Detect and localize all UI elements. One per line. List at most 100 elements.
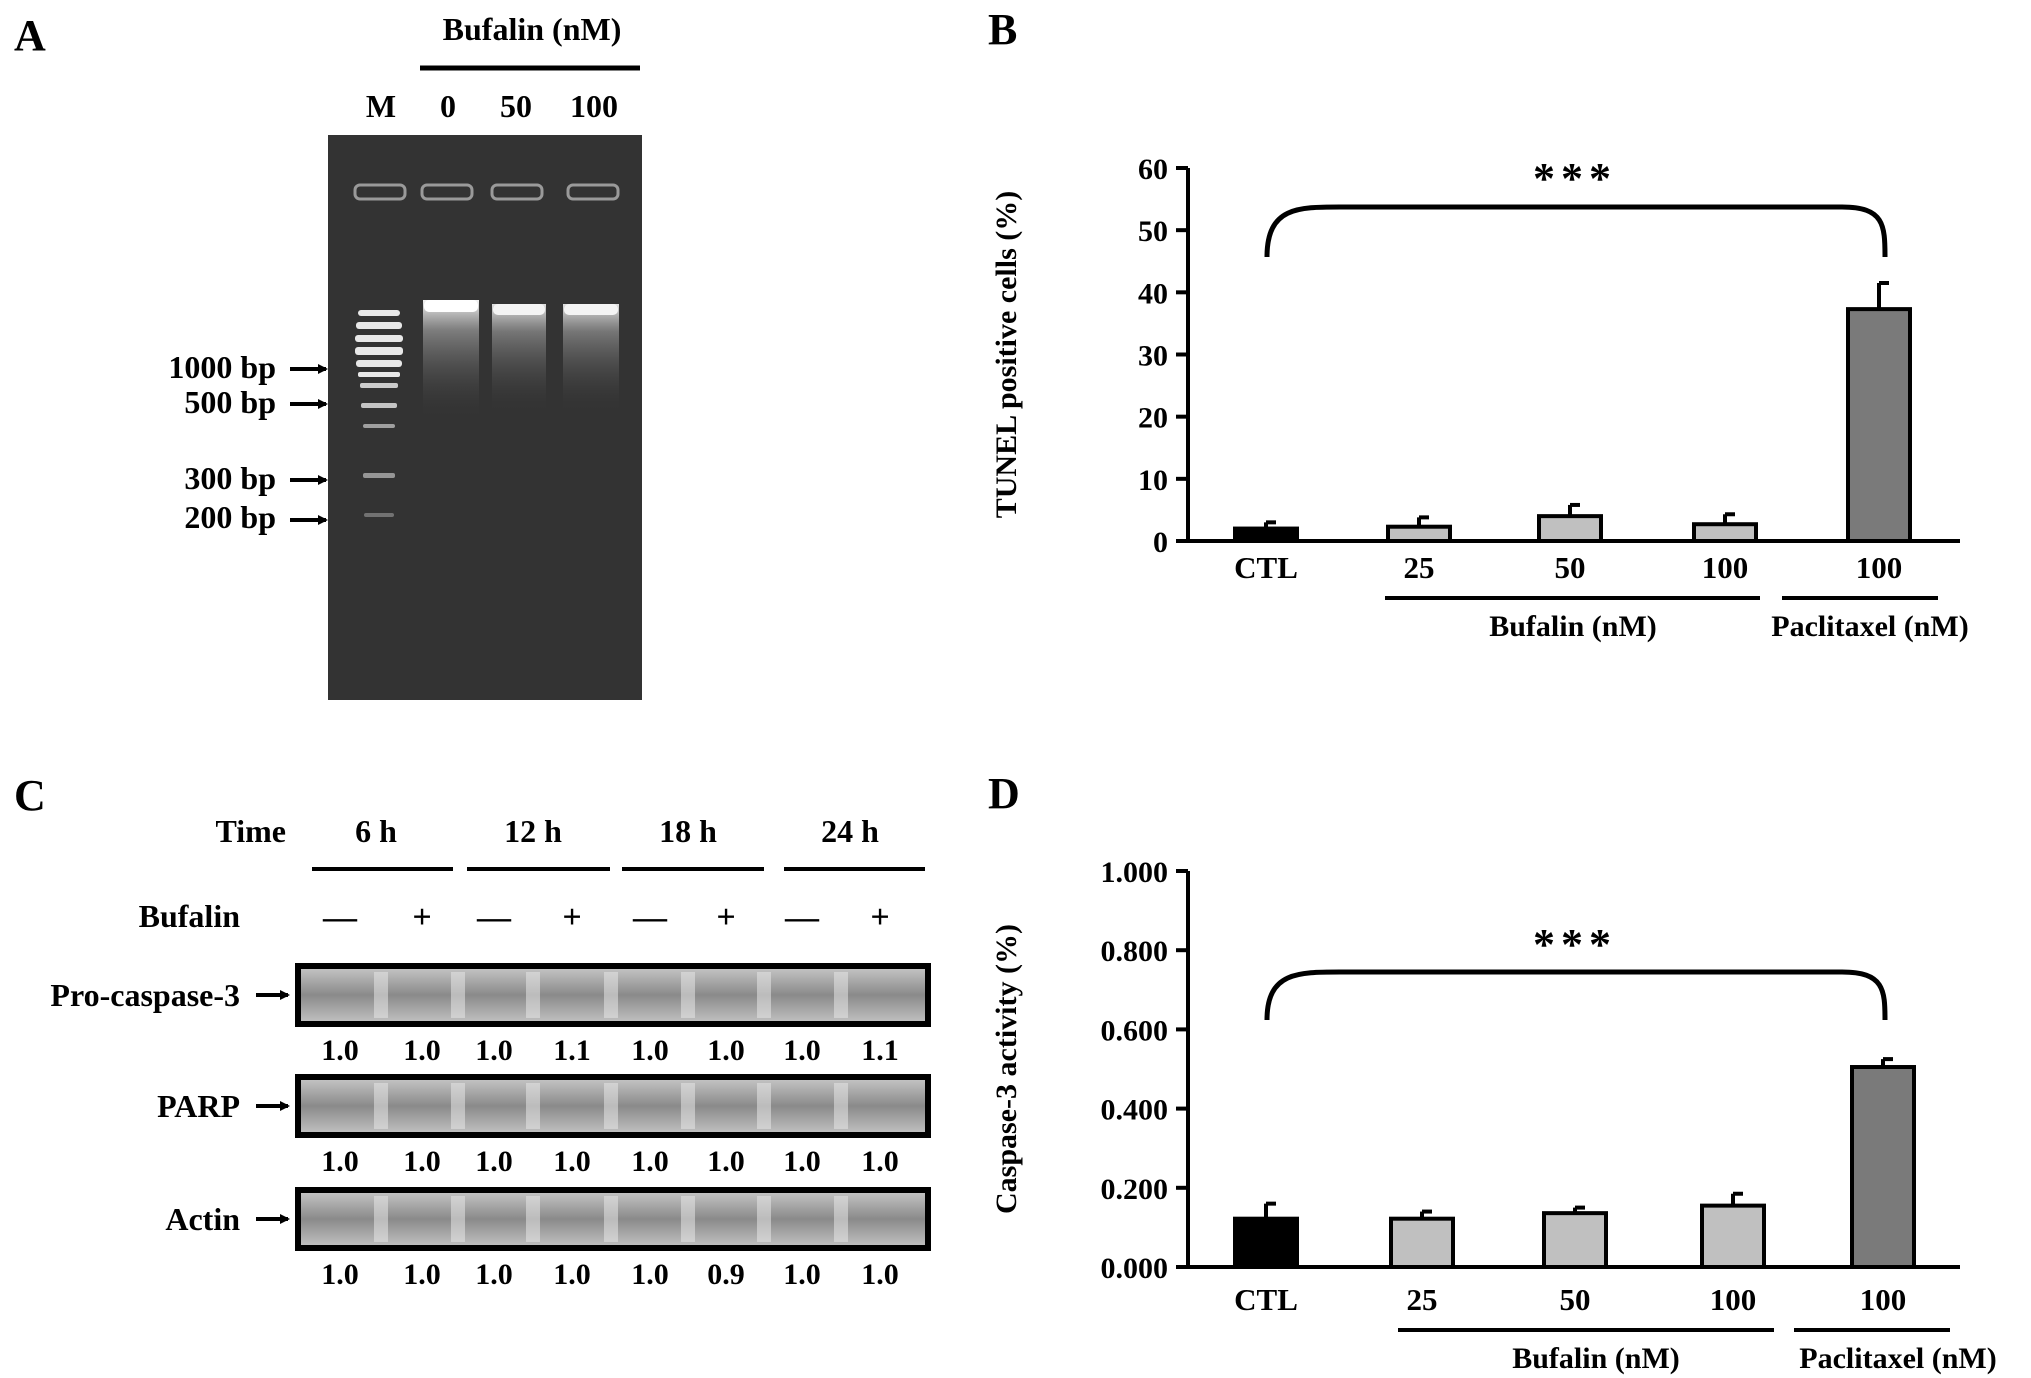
- gel-background: [328, 135, 642, 700]
- lane-gap: [604, 1083, 618, 1129]
- marker-ladder: [355, 310, 403, 517]
- gel-well: [566, 183, 620, 201]
- lane-gap: [451, 1083, 465, 1129]
- band-density-value: 1.0: [403, 1258, 441, 1291]
- band-density-value: 1.0: [403, 1034, 441, 1067]
- panel-letter-d: D: [988, 769, 1020, 818]
- plus-sign: +: [870, 899, 889, 936]
- lane-gap: [834, 1083, 848, 1129]
- plus-sign: +: [716, 899, 735, 936]
- minus-sign: —: [784, 899, 820, 936]
- lane-gap: [451, 1196, 465, 1242]
- gel-band: [493, 304, 545, 315]
- y-tick-label: 10: [1138, 464, 1168, 497]
- band-density-value: 0.9: [707, 1258, 745, 1291]
- bar-2: [1537, 514, 1603, 544]
- y-tick-label: 0.200: [1101, 1173, 1169, 1206]
- category-label: CTL: [1234, 1282, 1298, 1317]
- y-tick-label: 0: [1153, 526, 1168, 559]
- paclitaxel-group-label-b: Paclitaxel (nM): [1771, 610, 1968, 643]
- significance-bracket-d: [1264, 969, 1888, 1021]
- band-density-value: 1.0: [783, 1258, 821, 1291]
- plus-sign: +: [562, 899, 581, 936]
- lane-gap: [526, 1083, 540, 1129]
- bar-4: [1850, 1065, 1916, 1270]
- significance-bracket-b: [1264, 204, 1888, 258]
- gel-smear: [492, 304, 546, 414]
- blot-label: Pro-caspase-3: [50, 977, 240, 1013]
- marker-label-300: 300 bp: [184, 460, 276, 496]
- y-axis-label: Caspase-3 activity (%): [990, 924, 1023, 1214]
- bar-3: [1692, 522, 1758, 544]
- lane-gap: [757, 1083, 771, 1129]
- marker-label-200: 200 bp: [184, 499, 276, 535]
- band-density-value: 1.0: [631, 1258, 669, 1291]
- band-density-value: 1.0: [783, 1145, 821, 1178]
- panel-c: C Time 6 h 12 h 18 h 24 h Bufalin — + — + — +…: [14, 771, 931, 1291]
- lane-gap: [681, 1083, 695, 1129]
- gel-well: [353, 183, 407, 201]
- category-label: 100: [1702, 550, 1749, 585]
- treatment-signs: — + — + — + — +: [322, 899, 890, 936]
- lane-gap: [681, 972, 695, 1018]
- minus-sign: —: [632, 899, 668, 936]
- band-density-value: 1.0: [861, 1145, 899, 1178]
- bufalin-group-label-b: Bufalin (nM): [1489, 610, 1657, 643]
- bar-3: [1700, 1203, 1766, 1269]
- category-label: CTL: [1234, 550, 1298, 585]
- lane-gap: [451, 972, 465, 1018]
- panel-letter-c: C: [14, 771, 46, 820]
- y-tick-label: 0.000: [1101, 1252, 1169, 1285]
- category-label: 100: [1860, 1282, 1907, 1317]
- band-density-value: 1.0: [321, 1034, 359, 1067]
- panel-b: B 0 10 20 30 40 50 60 TUNEL positive cells (%) C…: [988, 5, 1969, 643]
- band-density-value: 1.0: [553, 1258, 591, 1291]
- minus-sign: —: [476, 899, 512, 936]
- category-label: 25: [1404, 550, 1435, 585]
- lane-gap: [834, 1196, 848, 1242]
- y-axis-label: TUNEL positive cells (%): [990, 191, 1023, 519]
- y-tick-label: 30: [1138, 340, 1168, 373]
- time-label: Time: [215, 813, 286, 849]
- panel-letter-a: A: [14, 11, 46, 60]
- blot-label: Actin: [165, 1201, 240, 1237]
- bar-1: [1386, 524, 1452, 543]
- y-tick-label: 0.800: [1101, 935, 1169, 968]
- gel-well: [420, 183, 474, 201]
- agarose-gel: [328, 135, 642, 700]
- lane-gap: [374, 1083, 388, 1129]
- time-6h: 6 h: [355, 813, 397, 849]
- band-density-value: 1.0: [321, 1145, 359, 1178]
- band-density-value: 1.0: [631, 1034, 669, 1067]
- gel-lane-label-100: 100: [570, 88, 618, 124]
- band-density-value: 1.0: [631, 1145, 669, 1178]
- gel-group-label: Bufalin (nM): [443, 11, 622, 47]
- category-label: 25: [1407, 1282, 1438, 1317]
- y-tick-label: 20: [1138, 402, 1168, 435]
- bufalin-group-label-d: Bufalin (nM): [1512, 1342, 1680, 1375]
- plus-sign: +: [412, 899, 431, 936]
- bar-4: [1846, 307, 1912, 544]
- category-label: 50: [1560, 1282, 1591, 1317]
- gel-lane-label-m: M: [366, 88, 396, 124]
- time-18h: 18 h: [659, 813, 717, 849]
- band-density-value: 1.0: [475, 1034, 513, 1067]
- panel-a: A Bufalin (nM) M 0 50 100: [14, 11, 642, 700]
- y-tick-label: 0.400: [1101, 1094, 1169, 1127]
- paclitaxel-group-label-d: Paclitaxel (nM): [1799, 1342, 1996, 1375]
- lane-gap: [526, 972, 540, 1018]
- tunel-bar-chart: 0 10 20 30 40 50 60 TUNEL positive cells (%) CTL…: [990, 153, 1960, 585]
- lane-gap: [526, 1196, 540, 1242]
- lane-gap: [757, 1196, 771, 1242]
- category-label: 100: [1710, 1282, 1757, 1317]
- gel-lane-label-50: 50: [500, 88, 532, 124]
- lane-gap: [834, 972, 848, 1018]
- band-density-value: 1.0: [403, 1145, 441, 1178]
- panel-d: D 0.000 0.200 0.400 0.600 0.800 1.000 Caspase-…: [988, 769, 1997, 1375]
- time-12h: 12 h: [504, 813, 562, 849]
- band-density-value: 1.0: [861, 1258, 899, 1291]
- lane-gap: [604, 1196, 618, 1242]
- y-tick-label: 50: [1138, 215, 1168, 248]
- lane-gap: [757, 972, 771, 1018]
